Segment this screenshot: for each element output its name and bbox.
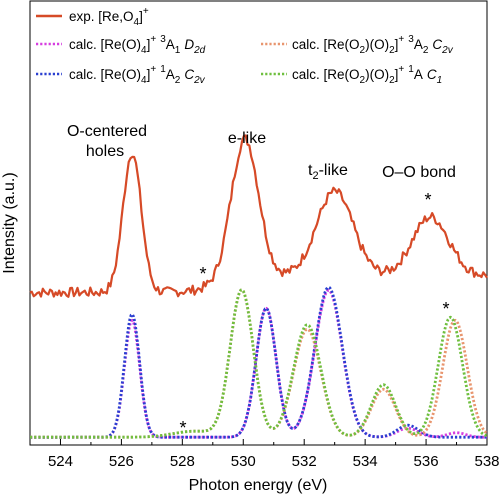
annotations: O-centered holes e-like t2-like O–O bond… [67, 123, 456, 438]
series-line-2 [29, 285, 488, 439]
legend-entry-calc-reo2o2-1a: calc. [Re(O2)(O)2]+ 1A C1 [261, 64, 442, 86]
legend-entry-calc-reo2o2-3a2: calc. [Re(O2)(O)2]+ 3A2 C2v [261, 34, 454, 56]
x-tick-label: 538 [474, 453, 499, 470]
annotation-star-exp-536: * [424, 190, 431, 210]
x-tick-label: 536 [414, 453, 439, 470]
x-tick-label: 524 [48, 453, 73, 470]
series-line-0 [29, 134, 488, 298]
x-tick-label: 526 [109, 453, 134, 470]
annotation-star-calc-528: * [179, 418, 186, 438]
annotation-star-exp-528: * [199, 264, 206, 284]
annotation-o-centered-line2: holes [86, 143, 124, 160]
legend-entry-calc-reo4-1a2: calc. [Re(O)4]+ 1A2 C2v [36, 64, 206, 86]
y-axis-label: Intensity (a.u.) [1, 172, 18, 273]
x-tick-label: 532 [292, 453, 317, 470]
legend: exp. [Re,O4]+ calc. [Re(O)4]+ 3A1 D2d calc… [36, 6, 454, 86]
legend-entry-calc-reo4-3a1: calc. [Re(O)4]+ 3A1 D2d [36, 34, 206, 56]
x-axis-label: Photon energy (eV) [189, 477, 328, 494]
annotation-oo-bond: O–O bond [382, 164, 456, 181]
legend-label-exp: exp. [Re,O4]+ [69, 6, 149, 28]
x-tick-label: 530 [231, 453, 256, 470]
series-line-1 [29, 288, 488, 439]
legend-label-calc-reo2o2-3a2: calc. [Re(O2)(O)2]+ 3A2 C2v [292, 34, 454, 56]
x-tick-label: 528 [170, 453, 195, 470]
legend-label-calc-reo4-1a2: calc. [Re(O)4]+ 1A2 C2v [69, 64, 206, 86]
annotation-star-calc-537: * [442, 299, 449, 319]
annotation-e-like: e-like [228, 130, 266, 147]
legend-label-calc-reo2o2-1a: calc. [Re(O2)(O)2]+ 1A C1 [292, 64, 442, 86]
series-line-3 [29, 288, 488, 439]
legend-entry-exp: exp. [Re,O4]+ [36, 6, 149, 28]
x-tick-label: 534 [353, 453, 378, 470]
series-layer [29, 134, 488, 439]
legend-label-calc-reo4-3a1: calc. [Re(O)4]+ 3A1 D2d [69, 34, 206, 56]
plot-frame [29, 0, 488, 446]
x-axis-ticks: 524 526 528 530 532 534 536 538 [29, 439, 500, 470]
annotation-t2-like: t2-like [308, 162, 348, 182]
annotation-o-centered-line1: O-centered [67, 123, 147, 140]
series-line-4 [29, 288, 488, 439]
